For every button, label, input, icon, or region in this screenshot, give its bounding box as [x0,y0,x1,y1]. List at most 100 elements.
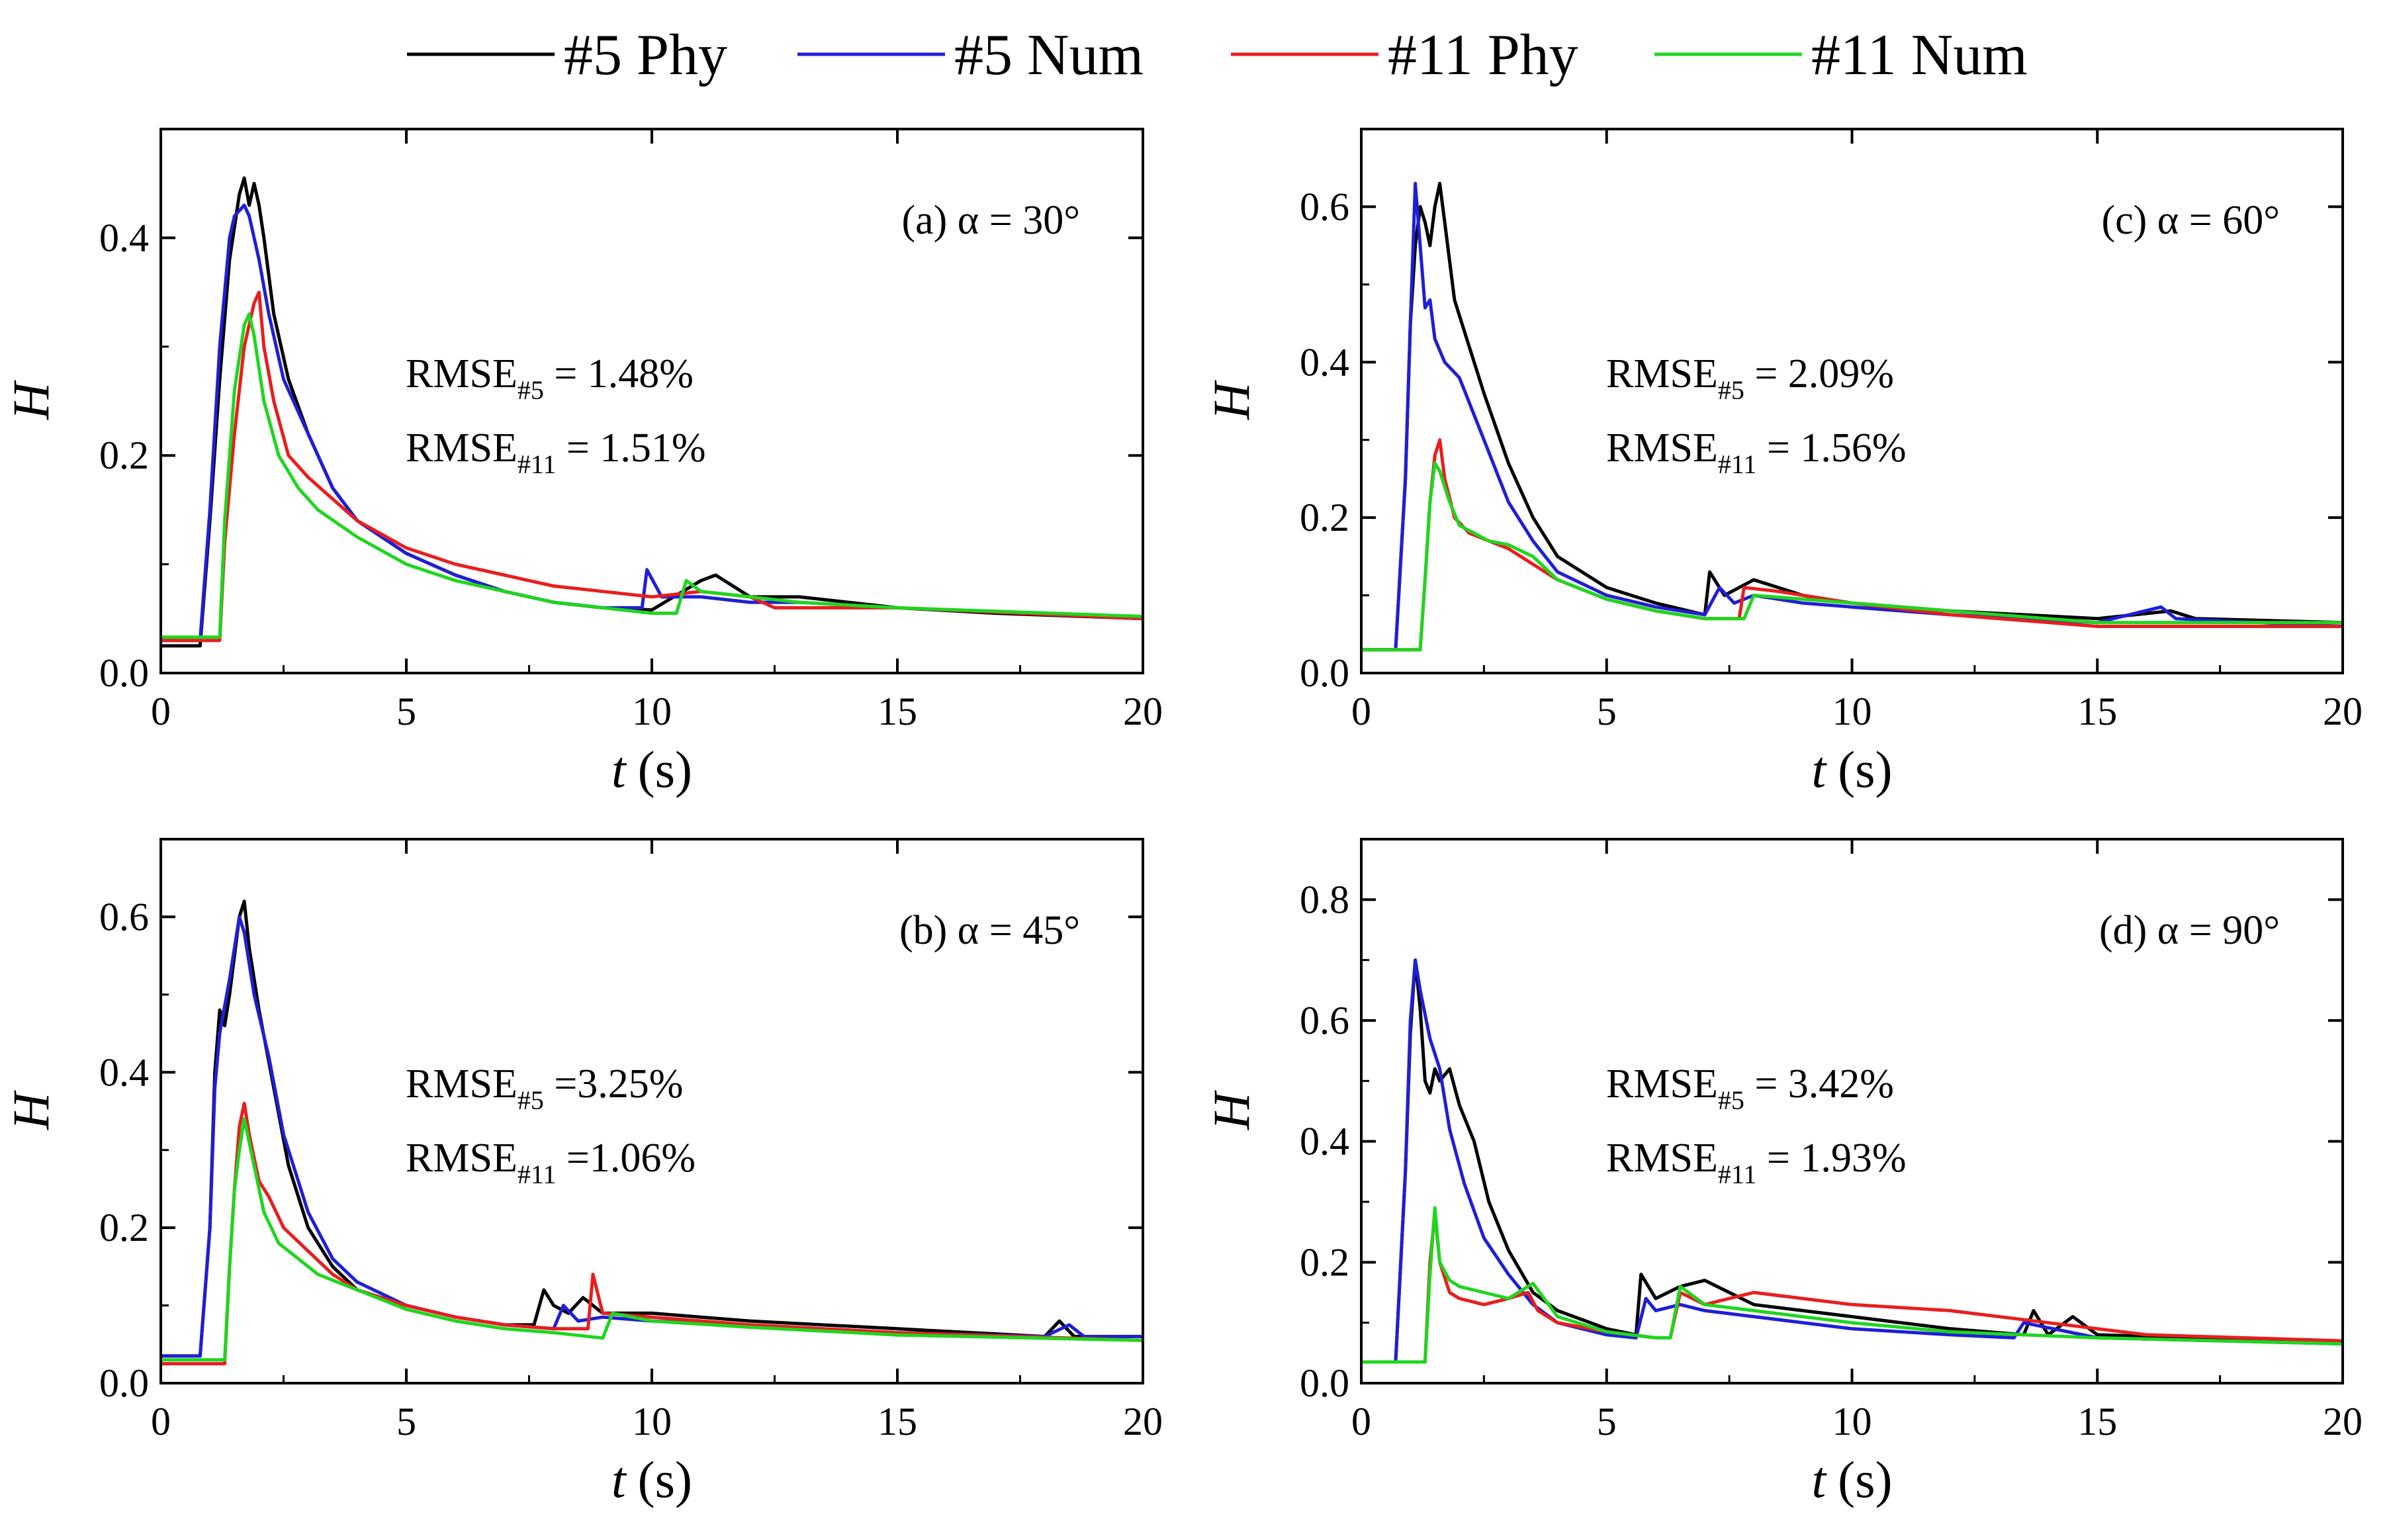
x-tick-label: 10 [1832,1400,1872,1443]
x-tick-label: 15 [878,690,917,733]
series-5-phy-line [161,899,1143,1358]
rmse-subscript: #11 [1718,449,1757,479]
rmse-prefix: RMSE [406,351,518,396]
series-11-num-line [1361,1206,2343,1364]
rmse-prefix: RMSE [406,1062,518,1107]
panel-a: 0 5 10 15 20 0.0 0.2 0.4 t (s) H (a) α = 30° RMSE#5 … [2,128,1163,798]
panel-title: (b) α = 45° [899,908,1080,953]
rmse-value: = 1.48% [544,351,694,396]
y-tick-label: 0.4 [1300,340,1349,384]
rmse-subscript: #11 [518,449,557,479]
rmse-subscript: #5 [1718,375,1744,405]
x-axis-label: t (s) [1812,741,1893,798]
x-tick-label: 5 [396,1400,416,1443]
x-tick-label: 10 [632,1400,672,1443]
y-tick-label: 0.6 [1300,185,1349,228]
rmse-value: = 2.09% [1744,351,1894,396]
y-tick-label: 0.0 [1300,651,1349,695]
x-tick-label: 15 [2077,1400,2117,1443]
y-tick-label: 0.0 [1300,1361,1349,1405]
rmse-prefix: RMSE [1606,351,1718,396]
y-tick-label: 0.4 [99,216,149,259]
rmse-prefix: RMSE [406,426,518,471]
panel-d: 0 5 10 15 20 0.0 0.2 0.4 0.6 0.8 t (s) H (d) α = 90° R… [1202,838,2363,1508]
x-tick-label: 15 [878,1400,917,1443]
y-tick-label: 0.0 [99,1361,149,1405]
rmse-annotation: RMSE#11 = 1.51% [406,426,705,479]
rmse-value: = 1.93% [1756,1136,1906,1181]
rmse-prefix: RMSE [1606,1136,1718,1181]
rmse-value: = 3.42% [1744,1062,1894,1107]
rmse-annotation: RMSE#11 = 1.56% [1606,426,1906,479]
y-tick-label: 0.8 [1300,878,1349,921]
rmse-value: =1.06% [556,1136,696,1181]
x-axis-label-unit: (s) [1838,1451,1892,1508]
rmse-annotation: RMSE#5 =3.25% [406,1062,683,1115]
legend-label-11-phy: #11 Phy [1388,23,1578,87]
y-tick-label: 0.2 [1300,1240,1349,1284]
panel-b: 0 5 10 15 20 0.0 0.2 0.4 0.6 t (s) H (b) α = 45° RMSE… [2,838,1163,1508]
y-tick-label: 0.6 [1300,999,1349,1042]
x-tick-label: 5 [1597,690,1617,733]
rmse-subscript: #11 [1718,1159,1757,1189]
y-tick-label: 0.2 [1300,496,1349,539]
y-tick-label: 0.4 [1300,1120,1349,1163]
legend: #5 Phy #5 Num #11 Phy #11 Num [407,23,2028,87]
y-axis-label: H [2,380,60,420]
x-tick-label: 20 [1123,1400,1163,1443]
series-11-num-line [161,312,1144,639]
x-axis-label: t (s) [611,1451,692,1508]
x-tick-label: 20 [2323,1400,2363,1443]
x-tick-label: 5 [1597,1400,1617,1443]
y-tick-label: 0.2 [99,1206,149,1249]
x-tick-label: 15 [2077,690,2117,733]
x-tick-label: 0 [151,1400,171,1443]
legend-label-5-phy: #5 Phy [564,23,727,87]
series-5-num-line [1361,181,2343,652]
x-axis-label-unit: (s) [638,1451,692,1508]
x-axis-label: t (s) [611,741,692,798]
rmse-prefix: RMSE [406,1136,518,1181]
y-axis-label: H [1202,1090,1260,1130]
x-tick-label: 0 [1351,690,1371,733]
rmse-value: =3.25% [544,1062,684,1107]
rmse-annotation: RMSE#11 =1.06% [406,1136,696,1189]
y-axis-label: H [2,1090,60,1130]
rmse-annotation: RMSE#11 = 1.93% [1606,1136,1906,1189]
series-5-num-line [161,203,1144,643]
x-axis-label-var: t [611,741,627,798]
x-axis-label-var: t [1812,741,1828,798]
rmse-prefix: RMSE [1606,426,1718,471]
y-tick-label: 0.4 [99,1050,149,1094]
rmse-subscript: #5 [1718,1085,1744,1115]
x-tick-label: 20 [1123,690,1163,733]
rmse-subscript: #5 [518,1085,544,1115]
rmse-value: = 1.51% [556,426,705,471]
panel-title: (a) α = 30° [901,198,1080,243]
y-tick-label: 0.6 [99,895,149,938]
x-tick-label: 5 [396,690,416,733]
x-tick-label: 10 [632,690,672,733]
rmse-annotation: RMSE#5 = 2.09% [1606,351,1894,405]
x-tick-label: 10 [1832,690,1872,733]
x-axis-label-var: t [1812,1451,1828,1508]
legend-label-11-num: #11 Num [1811,23,2028,87]
x-tick-label: 0 [151,690,171,733]
rmse-subscript: #5 [518,375,544,405]
x-tick-label: 20 [2323,690,2363,733]
rmse-value: = 1.56% [1756,426,1906,471]
y-tick-label: 0.0 [99,651,149,695]
rmse-annotation: RMSE#5 = 3.42% [1606,1062,1894,1115]
x-axis-label-var: t [611,1451,627,1508]
series-11-num-line [1361,461,2343,652]
x-axis-label-unit: (s) [638,741,692,798]
x-tick-label: 0 [1351,1400,1371,1443]
series-5-phy-line [1361,181,2343,652]
panel-c: 0 5 10 15 20 0.0 0.2 0.4 0.6 t (s) H (c) α = 60° RMSE… [1202,128,2363,798]
rmse-prefix: RMSE [1606,1062,1718,1107]
x-axis-label-unit: (s) [1838,741,1892,798]
y-tick-label: 0.2 [99,433,149,477]
legend-label-5-num: #5 Num [954,23,1144,87]
x-axis-label: t (s) [1812,1451,1893,1508]
